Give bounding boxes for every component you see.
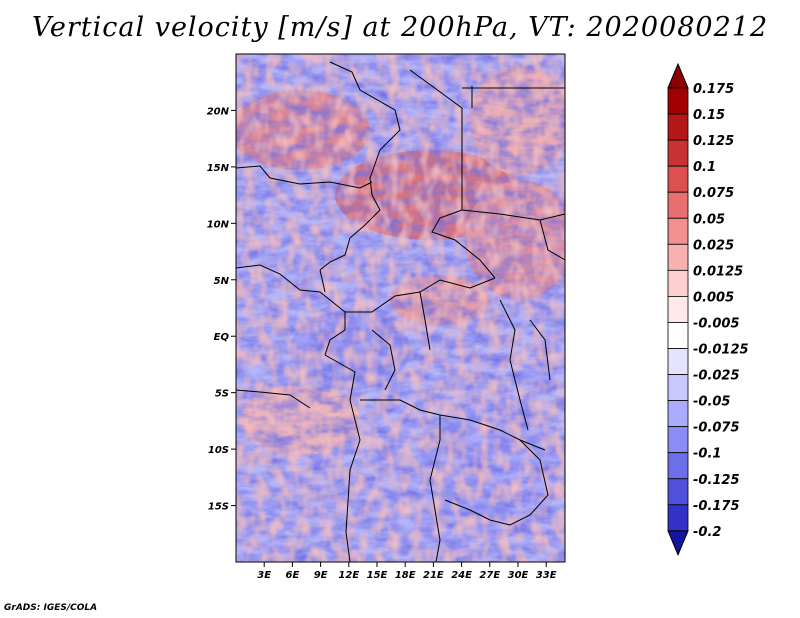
colorbar-label: 0.075 — [693, 186, 734, 201]
colorbar-label: -0.2 — [693, 525, 721, 540]
colorbar-label: 0.175 — [693, 82, 734, 97]
colorbar-swatch — [667, 217, 689, 245]
latitude-axis: 20N 15N 10N 5N EQ 5S 10S 15S — [207, 106, 236, 513]
colorbar-swatch — [667, 113, 689, 141]
grads-credit: GrADS: IGES/COLA — [4, 603, 98, 613]
lon-tick-label: 15E — [367, 570, 388, 581]
colorbar-label: -0.025 — [693, 369, 740, 384]
map-plot-area — [236, 54, 565, 562]
lat-tick-label: 20N — [207, 106, 230, 117]
colorbar-swatch — [667, 504, 689, 532]
colorbar-label: 0.1 — [693, 160, 716, 175]
colorbar-label: -0.005 — [693, 316, 740, 331]
colorbar-swatch — [667, 243, 689, 271]
colorbar-label: -0.0125 — [693, 343, 749, 358]
lat-tick-label: 15N — [207, 163, 230, 174]
colorbar-label: 0.005 — [693, 290, 734, 305]
colorbar-swatch — [667, 452, 689, 480]
lon-tick-label: 18E — [395, 570, 416, 581]
colorbar-swatch — [667, 348, 689, 375]
colorbar-swatch — [667, 478, 689, 506]
colorbar-label: -0.125 — [693, 473, 740, 488]
lon-tick-label: 33E — [536, 570, 557, 581]
lon-tick-label: 27E — [479, 570, 500, 581]
lat-tick-label: 5N — [214, 276, 230, 287]
lat-tick-label: EQ — [214, 332, 230, 343]
colorbar-swatch — [667, 191, 689, 219]
colorbar-label: -0.05 — [693, 395, 730, 410]
lon-tick-label: 24E — [451, 570, 472, 581]
longitude-axis: 3E 6E 9E 12E 15E 18E 21E 24E 27E 30E 33E — [257, 562, 557, 581]
colorbar-label: 0.0125 — [693, 264, 743, 279]
lat-tick-label: 10N — [207, 219, 230, 230]
lon-tick-label: 9E — [314, 570, 328, 581]
colorbar-label: -0.075 — [693, 421, 740, 436]
lat-tick-label: 15S — [208, 502, 229, 513]
colorbar: 0.175 0.15 0.125 0.1 0.075 0.05 0.025 0.0125 0.0… — [667, 62, 749, 557]
map-frame — [235, 53, 566, 563]
colorbar-swatch — [667, 400, 689, 428]
colorbar-label: 0.125 — [693, 134, 734, 149]
lon-tick-label: 12E — [338, 570, 359, 581]
colorbar-swatch — [667, 165, 689, 193]
field-texture-white — [236, 54, 565, 562]
colorbar-label: -0.175 — [693, 499, 740, 514]
colorbar-swatch — [667, 87, 689, 115]
colorbar-label: -0.1 — [693, 447, 721, 462]
colorbar-bottom-arrow — [667, 530, 689, 557]
colorbar-swatch — [667, 295, 689, 323]
lat-tick-label: 5S — [215, 389, 229, 400]
lon-tick-label: 3E — [257, 570, 271, 581]
colorbar-swatch — [667, 426, 689, 454]
lon-tick-label: 21E — [423, 570, 444, 581]
chart-title: Vertical velocity [m/s] at 200hPa, VT: 2… — [31, 12, 769, 43]
colorbar-swatch — [667, 374, 689, 401]
lat-tick-label: 10S — [208, 445, 229, 456]
colorbar-label: 0.05 — [693, 212, 725, 227]
colorbar-swatch — [667, 139, 689, 167]
colorbar-top-arrow — [667, 62, 689, 89]
colorbar-swatch — [667, 322, 689, 349]
lon-tick-label: 30E — [508, 570, 529, 581]
country-borders — [236, 61, 565, 562]
colorbar-label: 0.025 — [693, 238, 734, 253]
lon-tick-label: 6E — [286, 570, 300, 581]
colorbar-swatch — [667, 269, 689, 297]
colorbar-label: 0.15 — [693, 108, 725, 123]
